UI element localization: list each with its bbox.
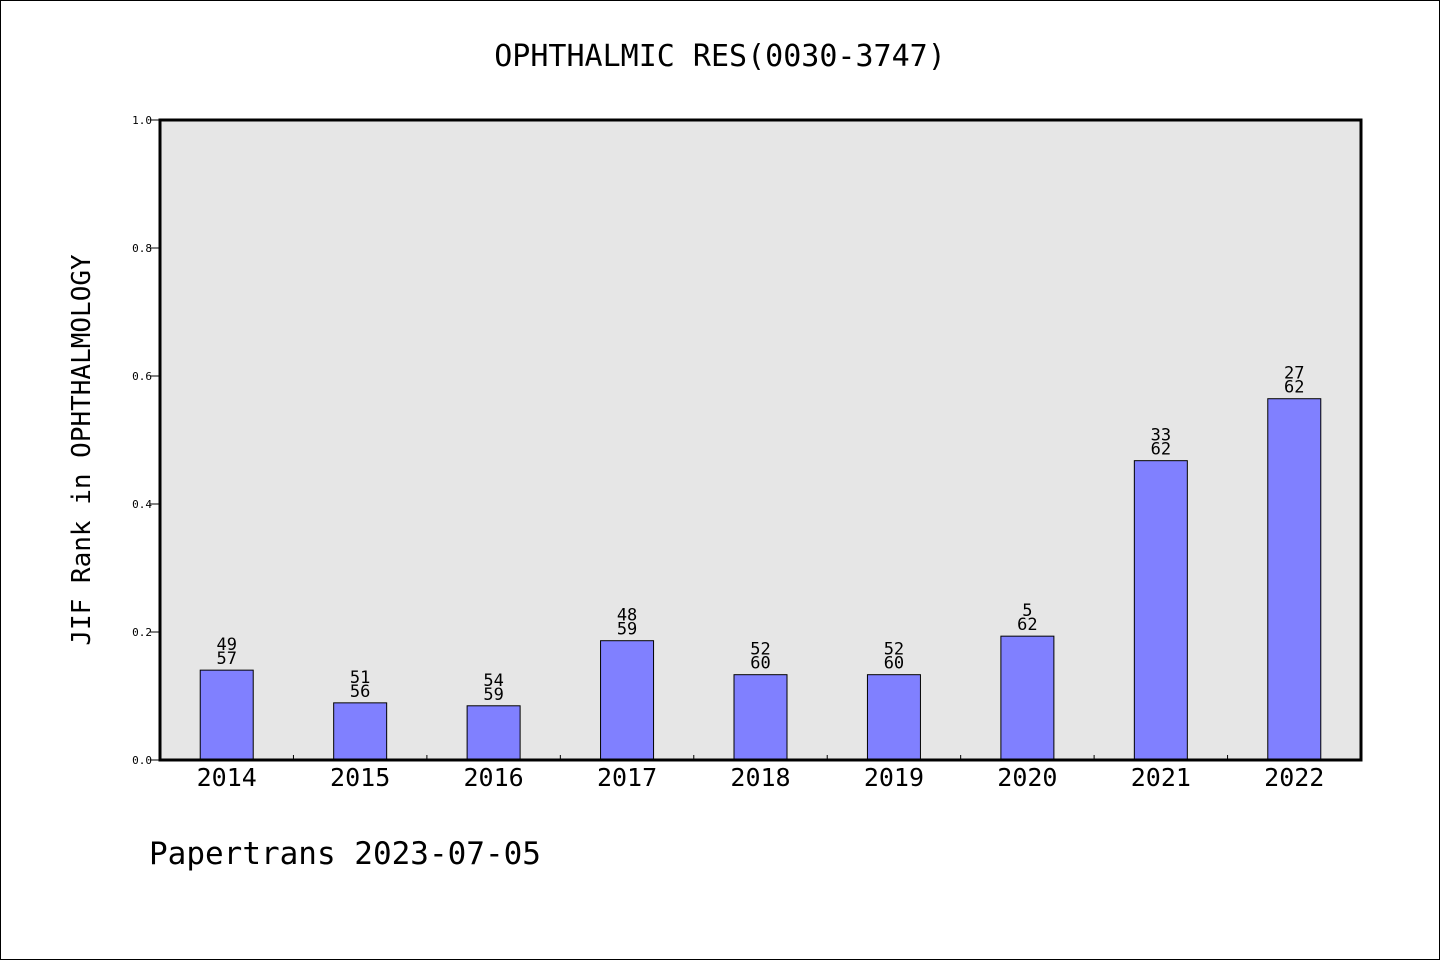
bar-label-top-2020: 5 — [1022, 601, 1032, 621]
bar-label-top-2018: 52 — [750, 640, 770, 660]
plot-border — [158, 118, 1363, 762]
bar-label-top-2014: 49 — [216, 635, 236, 655]
footer-stamp: Papertrans 2023-07-05 — [149, 836, 541, 872]
bar-label-top-2021: 33 — [1151, 426, 1171, 446]
y-tick-label-0.2: 0.2 — [132, 626, 152, 639]
bar-2017 — [600, 640, 655, 761]
bar-2016 — [466, 705, 521, 761]
x-tick-label-2020: 2020 — [997, 763, 1057, 792]
bar-2019 — [866, 674, 921, 761]
bar-label-top-2015: 51 — [350, 668, 370, 688]
bar-label-top-2022: 27 — [1284, 364, 1304, 384]
axes-layer: 2014 2015 2016 2017 2018 2019 2020 2021 2022 0.0 0… — [132, 114, 1324, 792]
bar-2014 — [199, 669, 254, 761]
y-axis-label: JIF Rank in OPHTHALMOLOGY — [67, 254, 97, 646]
y-tick-label-0.6: 0.6 — [132, 370, 152, 383]
x-tick-label-2021: 2021 — [1131, 763, 1191, 792]
bar-label-bottom-2014: 57 — [216, 649, 236, 669]
bar-label-top-2017: 48 — [617, 606, 637, 626]
y-tick-label-0.4: 0.4 — [132, 498, 152, 511]
bar-label-bottom-2015: 56 — [350, 682, 370, 702]
bar-2020 — [1000, 635, 1055, 761]
x-tick-label-2016: 2016 — [464, 763, 524, 792]
bar-label-bottom-2016: 59 — [483, 685, 503, 705]
x-tick-label-2022: 2022 — [1264, 763, 1324, 792]
bar-2022 — [1267, 398, 1322, 761]
bar-2021 — [1133, 460, 1188, 761]
bar-2018 — [733, 674, 788, 761]
x-tick-label-2015: 2015 — [330, 763, 390, 792]
x-tick-label-2017: 2017 — [597, 763, 657, 792]
y-tick-label-0.0: 0.0 — [132, 754, 152, 767]
bar-label-bottom-2018: 60 — [750, 654, 770, 674]
chart-title: OPHTHALMIC RES(0030-3747) — [494, 39, 946, 74]
x-tick-label-2014: 2014 — [197, 763, 257, 792]
bar-label-bottom-2021: 62 — [1151, 440, 1171, 460]
x-tick-label-2019: 2019 — [864, 763, 924, 792]
bar-label-top-2019: 52 — [884, 640, 904, 660]
bar-label-bottom-2017: 59 — [617, 620, 637, 640]
bar-label-bottom-2022: 62 — [1284, 378, 1304, 398]
bar-label-bottom-2020: 62 — [1017, 615, 1037, 635]
bar-2015 — [333, 702, 388, 761]
x-tick-label-2018: 2018 — [730, 763, 790, 792]
bar-label-top-2016: 54 — [483, 671, 503, 691]
y-tick-label-1.0: 1.0 — [132, 114, 152, 127]
bar-label-bottom-2019: 60 — [884, 654, 904, 674]
y-tick-label-0.8: 0.8 — [132, 242, 152, 255]
